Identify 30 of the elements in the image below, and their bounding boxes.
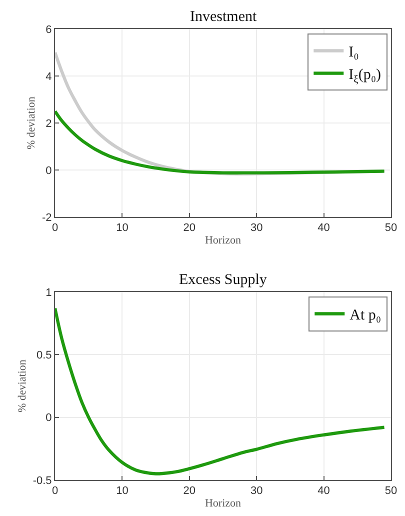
x-axis-title: Horizon xyxy=(204,234,242,246)
x-tick-label: 40 xyxy=(318,222,330,234)
x-tick-label: 50 xyxy=(384,222,398,234)
y-axis-title: % deviation xyxy=(26,96,38,150)
y-tick-label: -2 xyxy=(42,212,52,224)
x-tick-label: 30 xyxy=(250,222,263,234)
y-tick-label: 4 xyxy=(46,70,52,83)
legend-label: I₀ xyxy=(348,44,359,61)
line-series xyxy=(55,306,386,476)
legend-label: At p₀ xyxy=(350,308,382,324)
x-tick-label: 10 xyxy=(116,485,128,498)
chart-title: Excess Supply xyxy=(179,272,268,288)
legend-label: I$_{ξ}$(p₀) xyxy=(348,67,382,86)
x-tick-label: 40 xyxy=(318,485,330,498)
x-tick-label: 20 xyxy=(183,485,196,498)
x-tick-label: 10 xyxy=(116,222,128,234)
chart-title: Investment xyxy=(190,9,258,25)
y-tick-label: 0.5 xyxy=(36,350,52,362)
y-tick-label: 0 xyxy=(46,412,52,424)
y-tick-label: 1 xyxy=(46,286,52,299)
y-tick-label: 2 xyxy=(46,118,52,130)
y-tick-label: 0 xyxy=(46,164,52,177)
x-tick-label: 30 xyxy=(250,485,263,498)
y-axis-title: % deviation xyxy=(16,359,28,412)
y-tick-label: -0.5 xyxy=(32,474,52,487)
x-axis-title: Horizon xyxy=(204,497,242,510)
x-tick-label: 20 xyxy=(183,222,196,234)
x-tick-label: 50 xyxy=(384,485,398,498)
line-series xyxy=(55,110,386,174)
y-tick-label: 6 xyxy=(46,24,52,36)
